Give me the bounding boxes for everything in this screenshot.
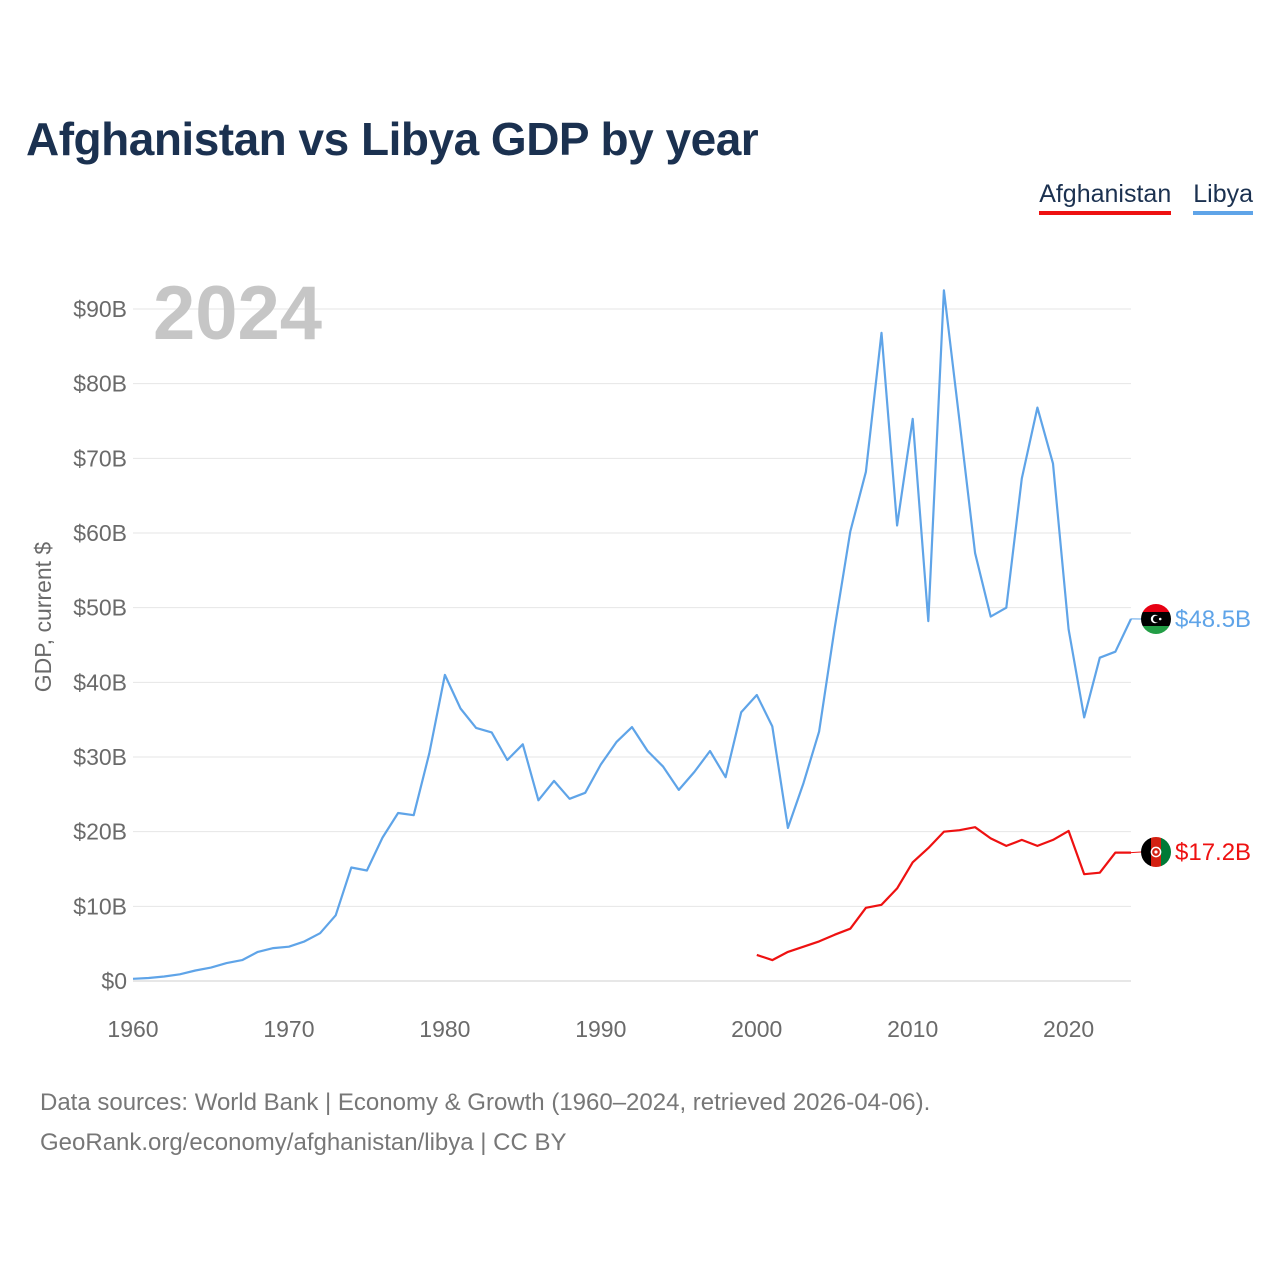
- source-line-1: Data sources: World Bank | Economy & Gro…: [40, 1089, 931, 1116]
- y-tick-label: $10B: [73, 893, 127, 919]
- series-line-libya[interactable]: [132, 289, 1132, 980]
- end-value-label-libya: $48.5B: [1175, 606, 1251, 633]
- chart-title: Afghanistan vs Libya GDP by year: [26, 113, 759, 165]
- y-tick-label: $70B: [73, 445, 127, 471]
- series-line-afghanistan[interactable]: [756, 826, 1131, 962]
- x-tick-label: 1980: [419, 1016, 470, 1042]
- x-tick-label: 2000: [731, 1016, 782, 1042]
- x-tick-label: 1990: [575, 1016, 626, 1042]
- x-tick-label: 1960: [107, 1016, 158, 1042]
- legend-item-afghanistan[interactable]: Afghanistan: [1039, 180, 1172, 215]
- y-tick-label: $20B: [73, 819, 127, 845]
- x-tick-label: 1970: [263, 1016, 314, 1042]
- legend: Afghanistan Libya: [1039, 180, 1253, 215]
- y-tick-label: $60B: [73, 520, 127, 546]
- libya-flag-icon: [1141, 604, 1171, 634]
- y-tick-label: $80B: [73, 371, 127, 397]
- y-tick-label: $50B: [73, 595, 127, 621]
- end-connector-afghanistan: [1130, 851, 1142, 854]
- y-tick-label: $90B: [73, 296, 127, 322]
- source-note: Data sources: World Bank | Economy & Gro…: [40, 1083, 930, 1163]
- y-tick-label: $0: [101, 968, 127, 994]
- y-tick-label: $30B: [73, 744, 127, 770]
- x-tick-label: 2020: [1043, 1016, 1094, 1042]
- legend-item-libya[interactable]: Libya: [1193, 180, 1253, 215]
- y-tick-label: $40B: [73, 669, 127, 695]
- current-year-display: 2024: [153, 271, 322, 356]
- afghanistan-flag-icon: [1141, 837, 1171, 867]
- source-line-2[interactable]: GeoRank.org/economy/afghanistan/libya | …: [40, 1129, 567, 1156]
- x-tick-label: 2010: [887, 1016, 938, 1042]
- y-axis-title: GDP, current $: [30, 542, 56, 693]
- end-value-label-afghanistan: $17.2B: [1175, 839, 1251, 866]
